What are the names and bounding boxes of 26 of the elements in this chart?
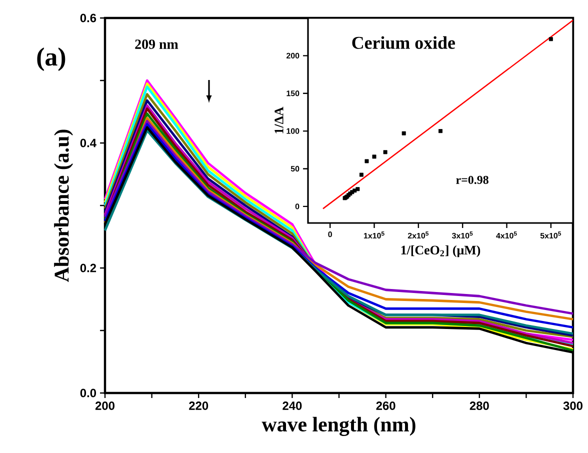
y-tick-label: 0.4 <box>80 138 96 148</box>
point <box>438 129 442 134</box>
x-tick-label: 200 <box>95 402 114 410</box>
point <box>359 172 364 177</box>
point <box>402 131 406 136</box>
y-tick-label: 0.2 <box>80 264 96 272</box>
annotation: r=0.98 <box>456 176 488 184</box>
point <box>364 159 369 164</box>
y-tick-label: 0.6 <box>80 14 96 22</box>
point <box>383 150 388 154</box>
x-tick-label: 220 <box>189 402 208 410</box>
x-tick-label: 280 <box>470 402 489 410</box>
y-tick-label: 0.0 <box>80 388 96 398</box>
x-tick-label: 260 <box>376 402 396 410</box>
y-axis-title: 1/ΔA <box>274 106 284 134</box>
text: Cerium oxide <box>352 36 455 49</box>
annotation: 209 nm <box>135 40 178 49</box>
point <box>548 37 553 42</box>
point <box>356 187 360 192</box>
y-axis-title: Absorbance (a.u) <box>54 130 74 282</box>
x-tick-label: 240 <box>282 402 302 410</box>
x-axis-title: 1/[CeO$_{2}$] (μM) <box>401 245 480 258</box>
x-axis-title: wave length (nm) <box>262 416 416 436</box>
x-tick-label: 300 <box>563 402 582 410</box>
text: (a) <box>37 48 66 71</box>
point <box>372 154 376 159</box>
